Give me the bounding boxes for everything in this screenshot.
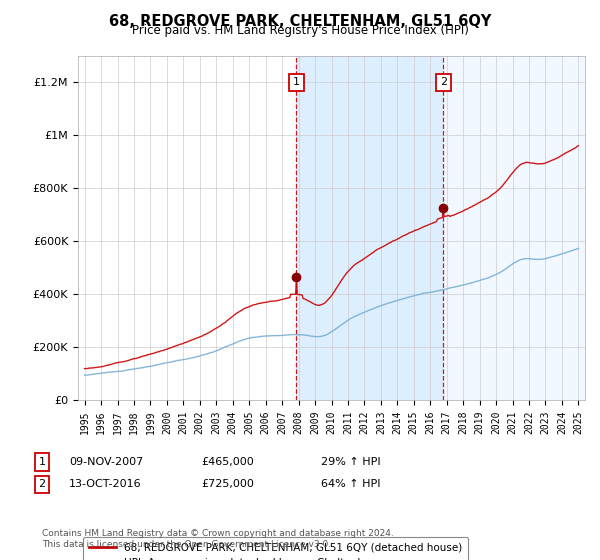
Text: 1: 1 (38, 457, 46, 467)
Text: 1: 1 (293, 77, 300, 87)
Bar (575, 56, 585, 400)
Text: 29% ↑ HPI: 29% ↑ HPI (321, 457, 380, 467)
Text: Contains HM Land Registry data © Crown copyright and database right 2024.
This d: Contains HM Land Registry data © Crown c… (42, 529, 394, 549)
Text: 09-NOV-2007: 09-NOV-2007 (69, 457, 143, 467)
Text: £465,000: £465,000 (201, 457, 254, 467)
Text: 68, REDGROVE PARK, CHELTENHAM, GL51 6QY: 68, REDGROVE PARK, CHELTENHAM, GL51 6QY (109, 14, 491, 29)
Bar (443, 56, 585, 400)
Bar (296, 56, 443, 400)
Text: 2: 2 (440, 77, 447, 87)
Text: £725,000: £725,000 (201, 479, 254, 489)
Text: 13-OCT-2016: 13-OCT-2016 (69, 479, 142, 489)
Text: 64% ↑ HPI: 64% ↑ HPI (321, 479, 380, 489)
Legend: 68, REDGROVE PARK, CHELTENHAM, GL51 6QY (detached house), HPI: Average price, de: 68, REDGROVE PARK, CHELTENHAM, GL51 6QY … (83, 536, 469, 560)
Text: 2: 2 (38, 479, 46, 489)
Text: Price paid vs. HM Land Registry's House Price Index (HPI): Price paid vs. HM Land Registry's House … (131, 24, 469, 37)
